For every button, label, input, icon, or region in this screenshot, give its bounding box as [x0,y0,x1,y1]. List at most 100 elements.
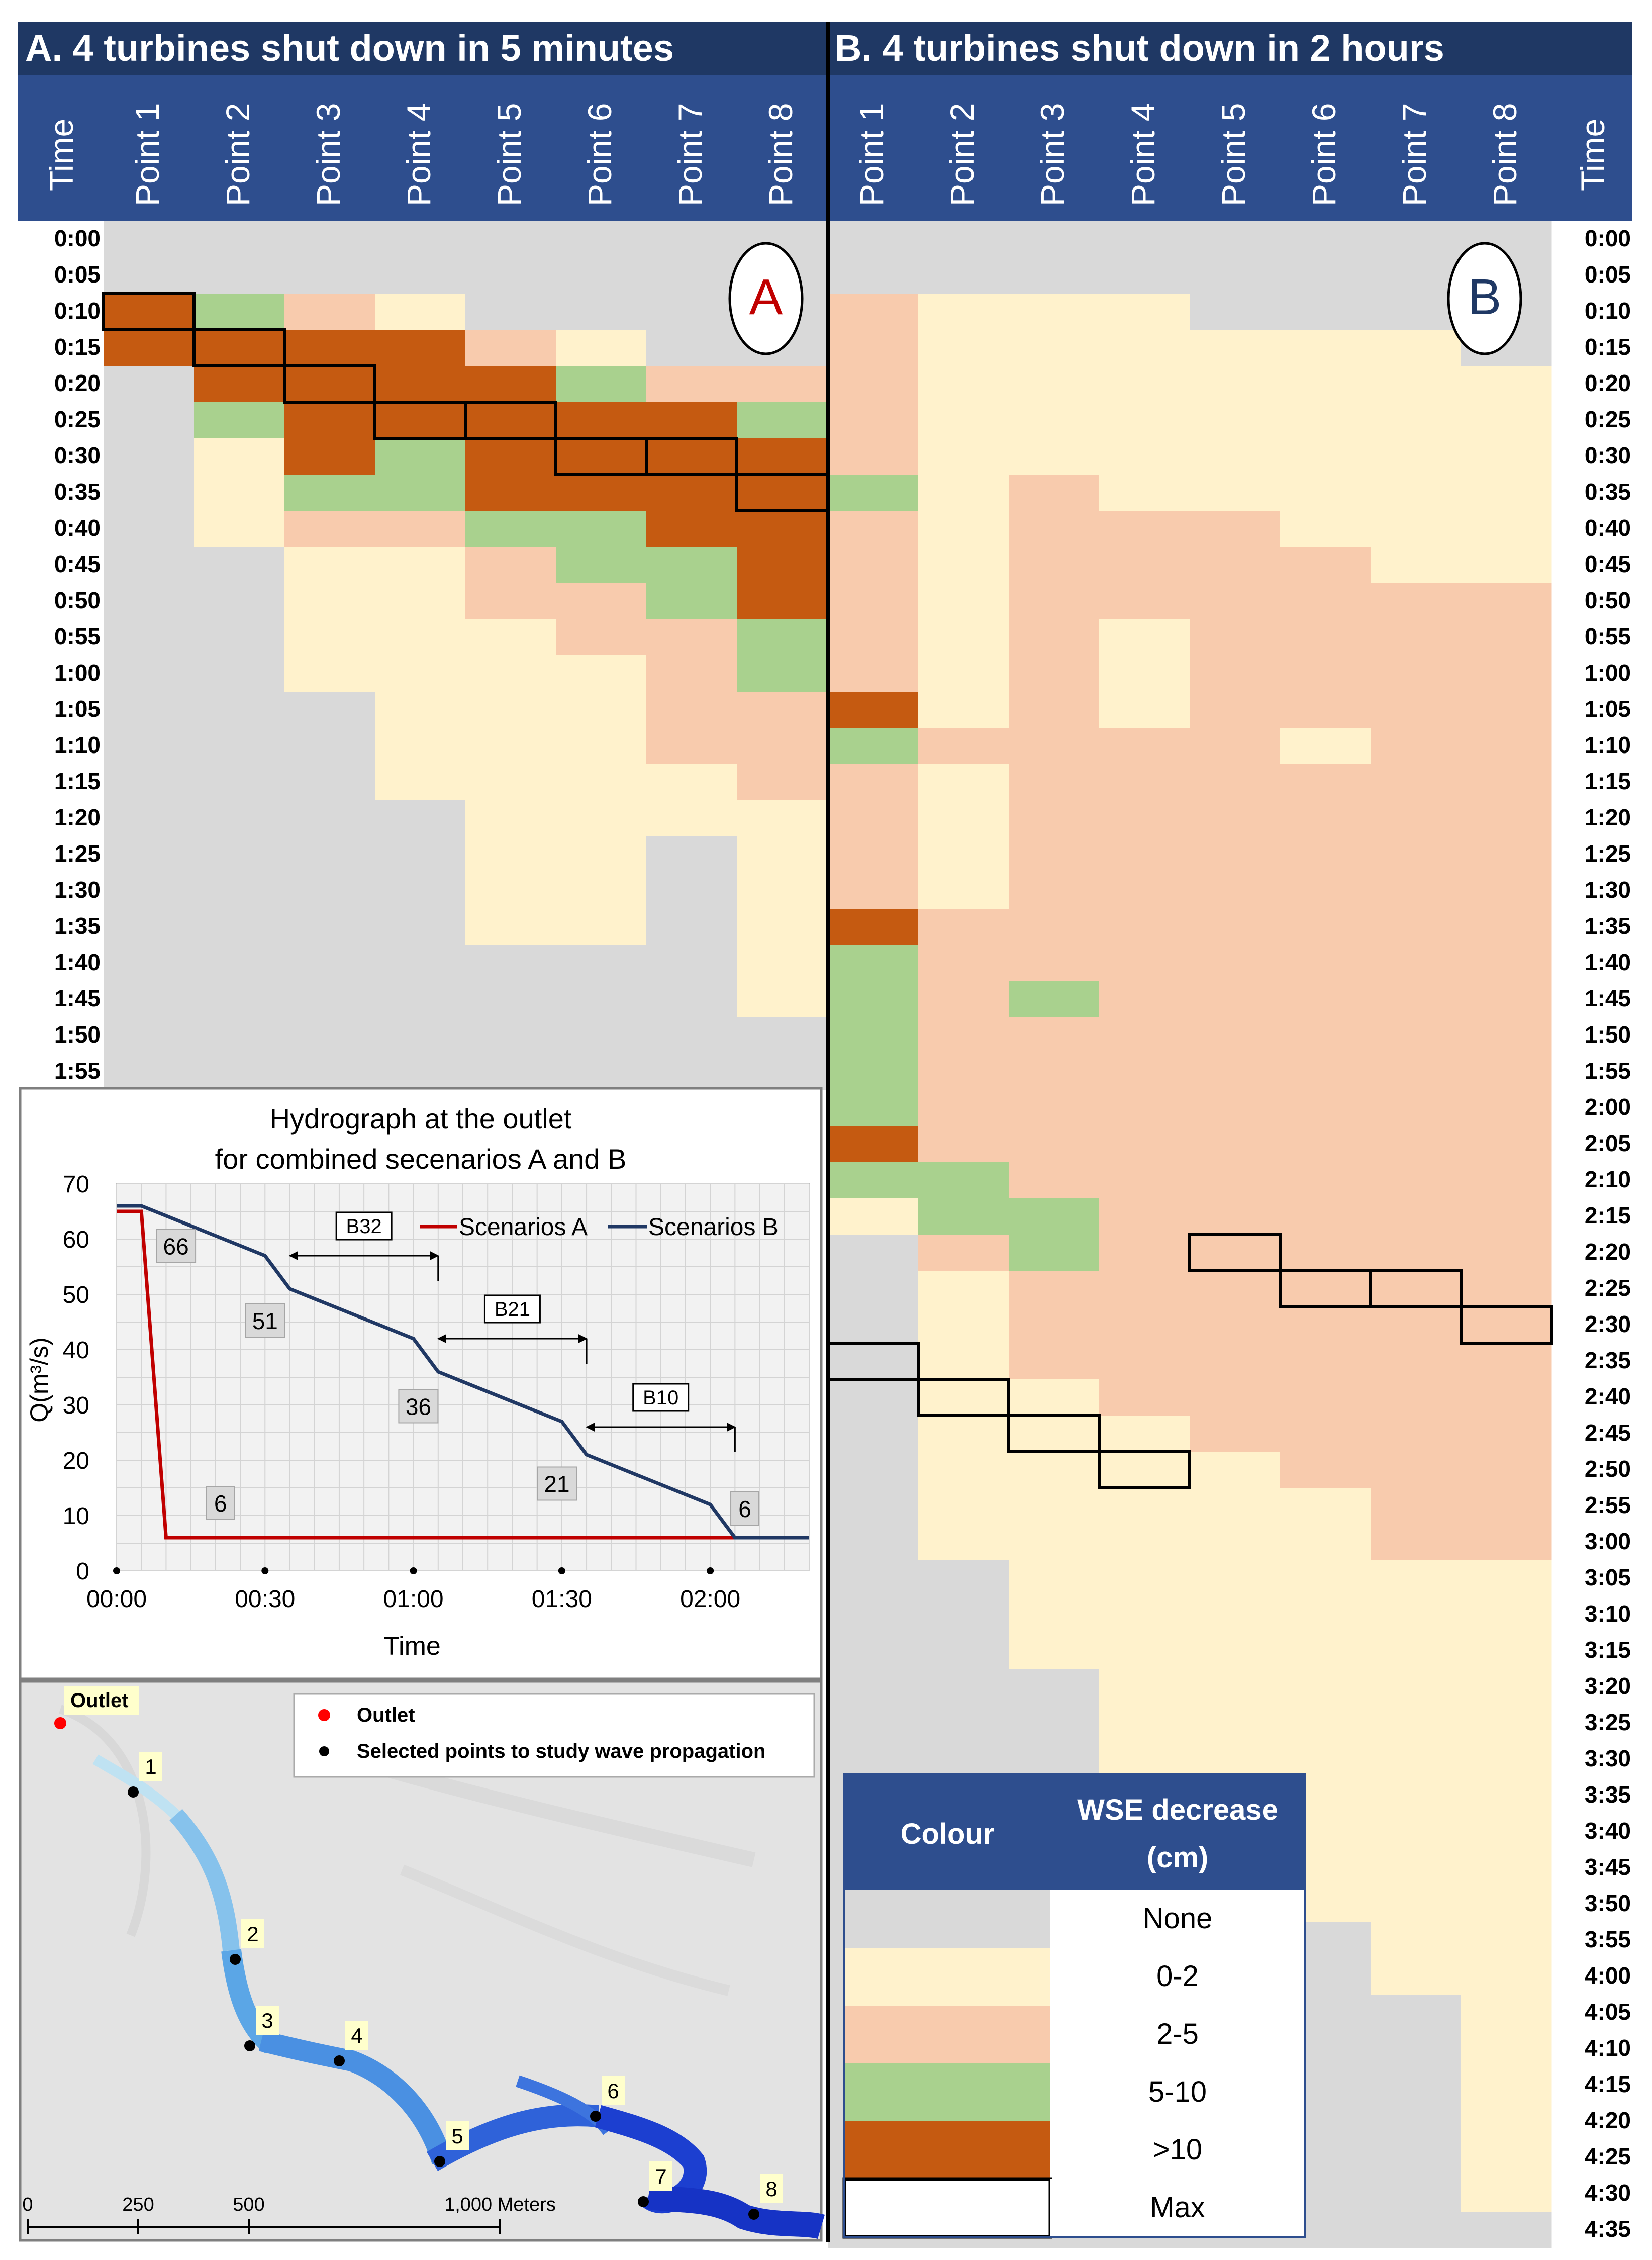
heatmap-b-cell [1461,547,1552,584]
heatmap-b-cell [918,873,1009,909]
heatmap-b-cell [828,619,919,656]
heatmap-a-cell [104,257,195,294]
heatmap-b-cell [1190,330,1281,366]
heatmap-b-cell [1099,1488,1190,1525]
river-segment-4 [258,2030,453,2165]
map-points: 1 2 3 4 5 6 7 8 [128,1752,783,2220]
heatmap-b-cell [1371,511,1462,547]
heatmap-b-cell [918,1524,1009,1561]
heatmap-b-cell [1099,764,1190,801]
heatmap-a-cell [375,402,466,439]
hdr-b-point-8: Point 8 [1486,103,1523,206]
time-label: 0:05 [54,261,101,288]
heatmap-a-cell [737,836,828,873]
heatmap-b-cell [1371,692,1462,728]
heatmap-a-cell [194,619,285,656]
hdr-b-point-7: Point 7 [1396,103,1433,206]
heatmap-b-cell [1280,909,1371,946]
heatmap-b-cell [918,1126,1009,1163]
y-tick-label: 10 [63,1503,89,1530]
heatmap-b-cell [1009,1416,1100,1452]
hdr-a-time: Time [43,119,80,191]
heatmap-a-cell [194,330,285,366]
heatmap-a-cell [465,800,556,837]
heatmap-b-cell [1099,402,1190,439]
heatmap-b-cell [918,619,1009,656]
data-label-box [730,1491,760,1526]
x-tick-dot [410,1567,417,1574]
heatmap-a-cell [375,438,466,475]
time-label: 1:20 [1585,804,1631,830]
heatmap-a-cell [194,438,285,475]
interval-annotations: B32 B21 B10 [288,1211,736,1452]
heatmap-b-cell [1371,1198,1462,1235]
data-label: 6 [214,1490,227,1517]
heatmap-b-cell [918,583,1009,620]
map-point-label: 1 [145,1755,156,1778]
heatmap-a-cell [465,981,556,1018]
heatmap-b-cell [1461,1922,1552,1959]
data-label-box [245,1303,285,1338]
heatmap-b-cell [1099,836,1190,873]
heatmap-b-cell [918,909,1009,946]
time-label: 3:15 [1585,1637,1631,1663]
heatmap-a-cell [375,547,466,584]
heatmap-a-cell [556,945,647,982]
heatmap-b-cell [1371,294,1462,330]
heatmap-a-cell [465,330,556,366]
legend-value-label: 2-5 [1156,2018,1199,2050]
heatmap-b-cell [1461,1741,1552,1778]
heatmap-b-cell [1280,1017,1371,1054]
heatmap-b-cell [918,1416,1009,1452]
heatmap-b-cell [1099,1126,1190,1163]
heatmap-a-cell [646,221,737,258]
heatmap-b-cell [1099,692,1190,728]
heatmap-a-cell [737,981,828,1018]
interval-label: B21 [495,1298,530,1321]
heatmap-b-cell [1099,1235,1190,1271]
heatmap-b-cell [1009,330,1100,366]
heatmap-b-cell [1371,836,1462,873]
heatmap-a-cell [556,981,647,1018]
time-label: 1:10 [1585,732,1631,758]
heatmap-b-cell [1190,1741,1281,1778]
heatmap-a-cell [465,764,556,801]
heatmap-a-cell [646,692,737,728]
heatmap-b-cell [828,1633,919,1669]
heatmap-a-cell [104,294,195,330]
heatmap-b-cell [1371,1596,1462,1633]
heatmap-a-cell [284,728,375,765]
heatmap-b-cell [1280,402,1371,439]
heatmap-a-cell [284,873,375,909]
heatmap-b-cell [1009,257,1100,294]
river-map: Outlet 1 2 3 4 5 6 7 8 Outlet Selected points t… [19,1680,825,2242]
time-label: 1:55 [1585,1058,1631,1084]
time-label: 1:45 [54,985,101,1011]
heatmap-b-cell [1009,873,1100,909]
time-label: 2:20 [1585,1239,1631,1265]
heatmap-b-cell [828,438,919,475]
heatmap-b-cell [1461,728,1552,765]
heatmap-a-cell [375,836,466,873]
time-label: 3:35 [1585,1781,1631,1808]
heatmap-b-cell [1009,692,1100,728]
heatmap-a-cell [194,1054,285,1090]
heatmap-b-cell [828,402,919,439]
legend-swatch [842,2177,1052,2239]
heatmap-b-cell [1280,1162,1371,1199]
map-point-3 [244,2040,255,2051]
heatmap-b-cell [1099,475,1190,511]
heatmap-b-cell [1280,438,1371,475]
heatmap-a-cell [104,728,195,765]
time-label: 2:45 [1585,1420,1631,1446]
heatmap-b-cell [1280,1379,1371,1416]
heatmap-a-cell [375,1054,466,1090]
map-legend-points-label: Selected points to study wave propagatio… [357,1740,765,1762]
heatmap-b-cell [1099,1162,1190,1199]
heatmap-b-cell [1280,1090,1371,1126]
heatmap-b-cell [1371,1886,1462,1923]
heatmap-b-cell [828,330,919,366]
heatmap-b-cell [1371,728,1462,765]
heatmap-b-cell [1371,1017,1462,1054]
time-label: 0:15 [54,334,101,360]
